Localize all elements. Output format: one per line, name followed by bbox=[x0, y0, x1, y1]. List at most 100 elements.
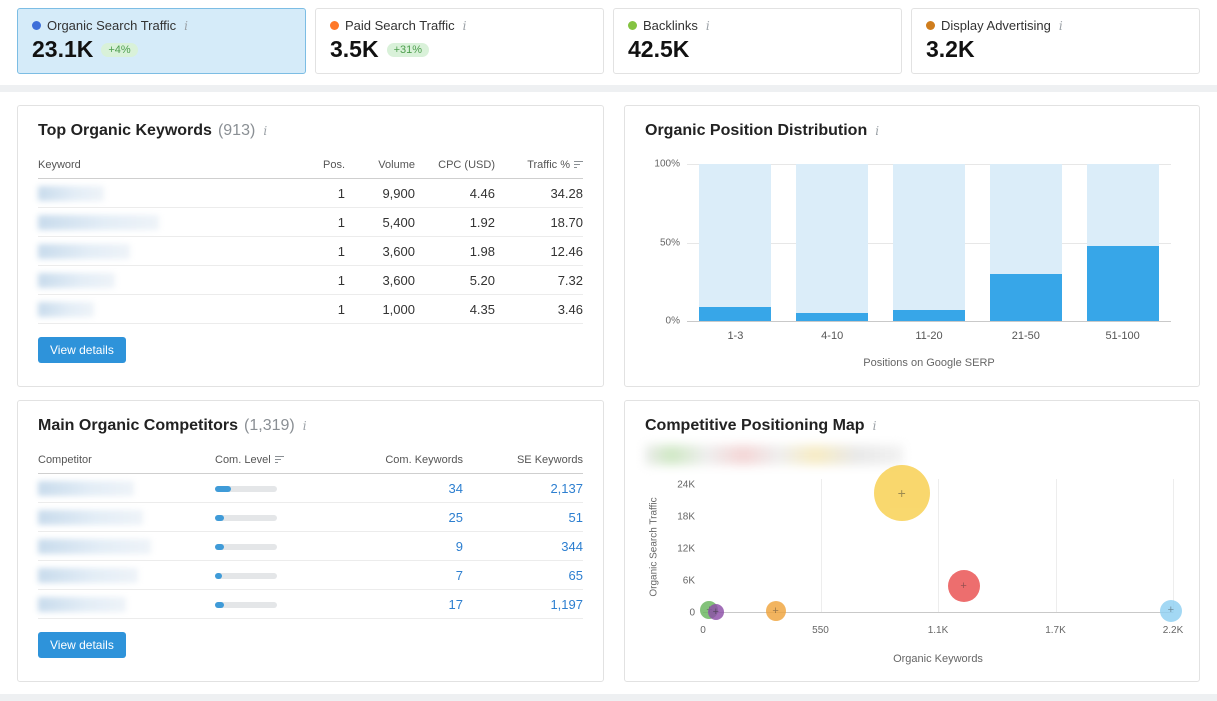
keywords-view-details-button[interactable]: View details bbox=[38, 337, 126, 363]
metric-change-badge: +31% bbox=[386, 42, 430, 57]
bar-category-label: 1-3 bbox=[727, 330, 744, 342]
gridline bbox=[1055, 479, 1057, 613]
panel-title: Main Organic Competitors bbox=[38, 417, 239, 434]
bubble-purple[interactable]: + bbox=[707, 604, 724, 621]
gridline bbox=[687, 321, 1171, 322]
position-cell: 1 bbox=[297, 265, 345, 295]
x-tick-label: 0 bbox=[700, 625, 706, 636]
info-icon[interactable]: i bbox=[263, 124, 268, 138]
se-keywords-link[interactable]: 1,197 bbox=[550, 596, 583, 612]
blurred-competitor bbox=[38, 538, 151, 554]
cpc-cell: 5.20 bbox=[415, 265, 495, 295]
col-com-keywords: Com. Keywords bbox=[345, 448, 463, 474]
col-competitor: Competitor bbox=[38, 448, 215, 474]
gridline bbox=[938, 479, 939, 613]
info-icon[interactable]: i bbox=[875, 124, 880, 138]
com-keywords-link[interactable]: 7 bbox=[455, 567, 463, 583]
com-keywords-link[interactable]: 9 bbox=[455, 538, 463, 554]
metric-card-value: 42.5K bbox=[628, 36, 690, 62]
metric-dot-icon bbox=[32, 21, 41, 30]
blurred-competitor bbox=[38, 567, 138, 583]
panel-count: (913) bbox=[217, 122, 256, 139]
keyword-row: 1 5,400 1.92 18.70 bbox=[38, 207, 583, 237]
se-keywords-link[interactable]: 344 bbox=[561, 538, 583, 554]
plus-marker: + bbox=[712, 605, 720, 618]
plus-marker: + bbox=[772, 604, 779, 617]
keyword-row: 1 3,600 5.20 7.32 bbox=[38, 265, 583, 295]
col-traffic[interactable]: Traffic % bbox=[495, 153, 583, 179]
volume-cell: 9,900 bbox=[345, 178, 415, 208]
metric-card-label: Backlinks bbox=[643, 18, 698, 33]
panel-title: Top Organic Keywords bbox=[38, 122, 212, 139]
competitor-row: 7 65 bbox=[38, 560, 583, 590]
keyword-row: 1 1,000 4.35 3.46 bbox=[38, 294, 583, 324]
y-tick-label: 6K bbox=[682, 575, 695, 587]
distribution-bar-11-20[interactable] bbox=[892, 164, 965, 321]
col-pos: Pos. bbox=[297, 153, 345, 179]
metric-change-badge: +4% bbox=[101, 42, 138, 57]
traffic-cell: 3.46 bbox=[495, 294, 583, 324]
competitor-row: 34 2,137 bbox=[38, 473, 583, 503]
com-keywords-link[interactable]: 17 bbox=[448, 596, 463, 612]
gridline bbox=[1173, 479, 1174, 613]
bubble-light-blue[interactable]: + bbox=[1159, 599, 1182, 622]
main-organic-competitors-panel: Main Organic Competitors (1,319) i Compe… bbox=[17, 400, 604, 682]
x-tick-label: 550 bbox=[812, 625, 829, 636]
volume-cell: 3,600 bbox=[345, 236, 415, 266]
panel-count: (1,319) bbox=[244, 417, 295, 434]
y-tick-label: 18K bbox=[677, 511, 695, 523]
metric-card-backlinks[interactable]: Backlinks i 42.5K bbox=[613, 8, 902, 74]
y-tick-label: 100% bbox=[654, 158, 680, 170]
y-axis-label: Organic Search Traffic bbox=[648, 497, 660, 597]
position-cell: 1 bbox=[297, 236, 345, 266]
plus-marker: + bbox=[960, 579, 967, 592]
distribution-bar-51-100[interactable] bbox=[1086, 164, 1159, 321]
blurred-competitor bbox=[38, 596, 126, 612]
bar-category-label: 21-50 bbox=[1011, 330, 1040, 342]
panel-head: Competitive Positioning Map i bbox=[645, 417, 1179, 435]
y-tick-label: 50% bbox=[659, 237, 680, 248]
bubble-red[interactable]: + bbox=[947, 570, 980, 603]
se-keywords-link[interactable]: 51 bbox=[568, 509, 583, 525]
metric-card-value: 23.1K bbox=[32, 36, 94, 62]
sort-icon bbox=[274, 455, 284, 464]
bubble-yellow[interactable]: + bbox=[873, 465, 930, 521]
competitors-view-details-button[interactable]: View details bbox=[38, 632, 126, 658]
volume-cell: 3,600 bbox=[345, 265, 415, 295]
traffic-cell: 34.28 bbox=[495, 178, 583, 208]
distribution-bar-4-10[interactable] bbox=[796, 164, 869, 321]
blurred-keyword bbox=[38, 214, 159, 230]
info-icon[interactable]: i bbox=[184, 18, 188, 33]
metric-card-display-advertising[interactable]: Display Advertising i 3.2K bbox=[911, 8, 1200, 74]
com-keywords-link[interactable]: 25 bbox=[448, 509, 463, 525]
position-cell: 1 bbox=[297, 207, 345, 237]
com-keywords-link[interactable]: 34 bbox=[448, 480, 463, 496]
info-icon[interactable]: i bbox=[1058, 18, 1063, 33]
metric-dot-icon bbox=[926, 21, 935, 30]
panel-title: Competitive Positioning Map bbox=[645, 417, 865, 434]
info-icon[interactable]: i bbox=[872, 419, 877, 433]
distribution-bar-1-3[interactable] bbox=[699, 164, 772, 321]
x-axis-label: Organic Keywords bbox=[893, 653, 983, 665]
blurred-competitor bbox=[38, 509, 143, 525]
competitors-table: Competitor Com. Level Com. Keywords SE K… bbox=[38, 448, 583, 619]
bubble-orange[interactable]: + bbox=[765, 601, 786, 622]
col-com-level[interactable]: Com. Level bbox=[215, 448, 345, 474]
metric-card-label: Display Advertising bbox=[941, 18, 1051, 33]
info-icon[interactable]: i bbox=[462, 18, 467, 33]
info-icon[interactable]: i bbox=[302, 419, 307, 433]
competitive-positioning-map-panel: Competitive Positioning Map i Organic Se… bbox=[624, 400, 1200, 682]
bar-category-label: 11-20 bbox=[915, 330, 943, 342]
organic-position-distribution-panel: Organic Position Distribution i 100% 50% 0… bbox=[624, 105, 1200, 387]
metric-card-value: 3.2K bbox=[926, 36, 975, 62]
distribution-bar-21-50[interactable] bbox=[989, 164, 1062, 321]
info-icon[interactable]: i bbox=[705, 18, 710, 33]
distribution-chart: 100% 50% 0% 1-3 4-10 11-20 21-50 51-100 Positi… bbox=[645, 159, 1179, 369]
x-tick-label: 1.7K bbox=[1045, 625, 1066, 636]
metric-card-paid-search-traffic[interactable]: Paid Search Traffic i 3.5K +31% bbox=[315, 8, 604, 74]
se-keywords-link[interactable]: 65 bbox=[568, 567, 583, 583]
cpc-cell: 4.46 bbox=[415, 178, 495, 208]
se-keywords-link[interactable]: 2,137 bbox=[550, 480, 583, 496]
metric-card-organic-search-traffic[interactable]: Organic Search Traffic i 23.1K +4% bbox=[17, 8, 306, 74]
cpc-cell: 1.98 bbox=[415, 236, 495, 266]
